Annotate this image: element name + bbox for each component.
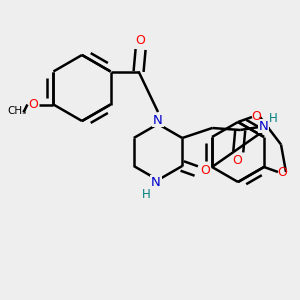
Text: O: O xyxy=(200,164,210,178)
Text: O: O xyxy=(277,167,287,179)
Text: O: O xyxy=(232,154,242,167)
Text: N: N xyxy=(151,176,161,188)
Text: CH₃: CH₃ xyxy=(8,106,27,116)
Text: H: H xyxy=(269,112,278,125)
Text: H: H xyxy=(142,188,150,200)
Text: N: N xyxy=(153,113,163,127)
Text: N: N xyxy=(258,119,268,133)
Text: O: O xyxy=(28,98,38,111)
Text: O: O xyxy=(251,110,261,122)
Text: O: O xyxy=(136,34,146,47)
